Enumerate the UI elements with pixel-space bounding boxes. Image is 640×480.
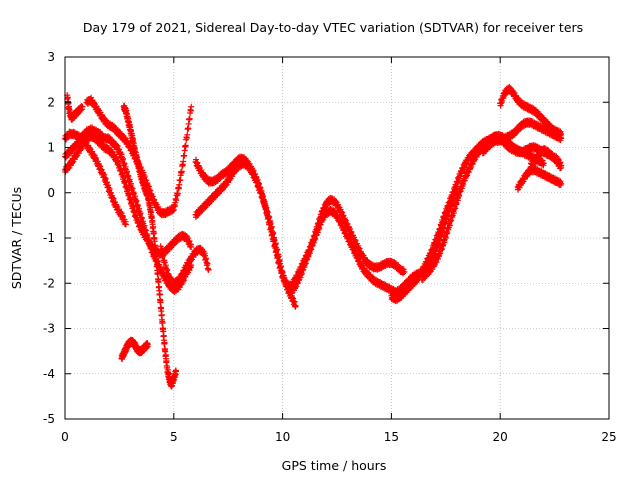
y-tick-label: 3 [47, 50, 55, 64]
x-tick-label: 25 [601, 430, 616, 444]
data-point [161, 340, 168, 347]
data-point [188, 103, 195, 110]
x-tick-label: 10 [275, 430, 290, 444]
y-tick-label: 1 [47, 141, 55, 155]
series-arc-6 [120, 102, 179, 390]
data-point [188, 244, 195, 251]
data-point [152, 250, 159, 257]
data-point [144, 341, 151, 348]
data-point [79, 103, 86, 110]
data-point [172, 368, 179, 375]
y-tick-label: 2 [47, 95, 55, 109]
x-axis-label: GPS time / hours [282, 458, 387, 473]
data-point [178, 168, 185, 175]
series-arc-9 [192, 153, 408, 291]
data-point [154, 270, 161, 277]
chart-title: Day 179 of 2021, Sidereal Day-to-day VTE… [83, 20, 583, 35]
x-tick-label: 0 [61, 430, 69, 444]
x-tick-label: 15 [384, 430, 399, 444]
data-point [292, 302, 299, 309]
data-point [181, 152, 188, 159]
data-point [184, 131, 191, 138]
x-tick-label: 20 [493, 430, 508, 444]
y-tick-label: -4 [43, 367, 55, 381]
y-tick-label: -5 [43, 412, 55, 426]
y-tick-label: -3 [43, 322, 55, 336]
y-axis-label: SDTVAR / TECUs [9, 187, 24, 289]
x-tick-label: 5 [170, 430, 178, 444]
data-point [156, 291, 163, 298]
data-point [122, 221, 129, 228]
y-tick-label: -2 [43, 276, 55, 290]
series-arc-16 [514, 164, 565, 193]
data-point [182, 142, 189, 149]
data-point [180, 158, 187, 165]
y-tick-label: -1 [43, 231, 55, 245]
series-arc-4 [64, 92, 86, 123]
series-arc-3 [62, 128, 129, 228]
series-arc-7 [118, 336, 151, 363]
data-points [62, 84, 565, 390]
y-tick-label: 0 [47, 186, 55, 200]
data-point [159, 320, 166, 327]
data-point [186, 115, 193, 122]
